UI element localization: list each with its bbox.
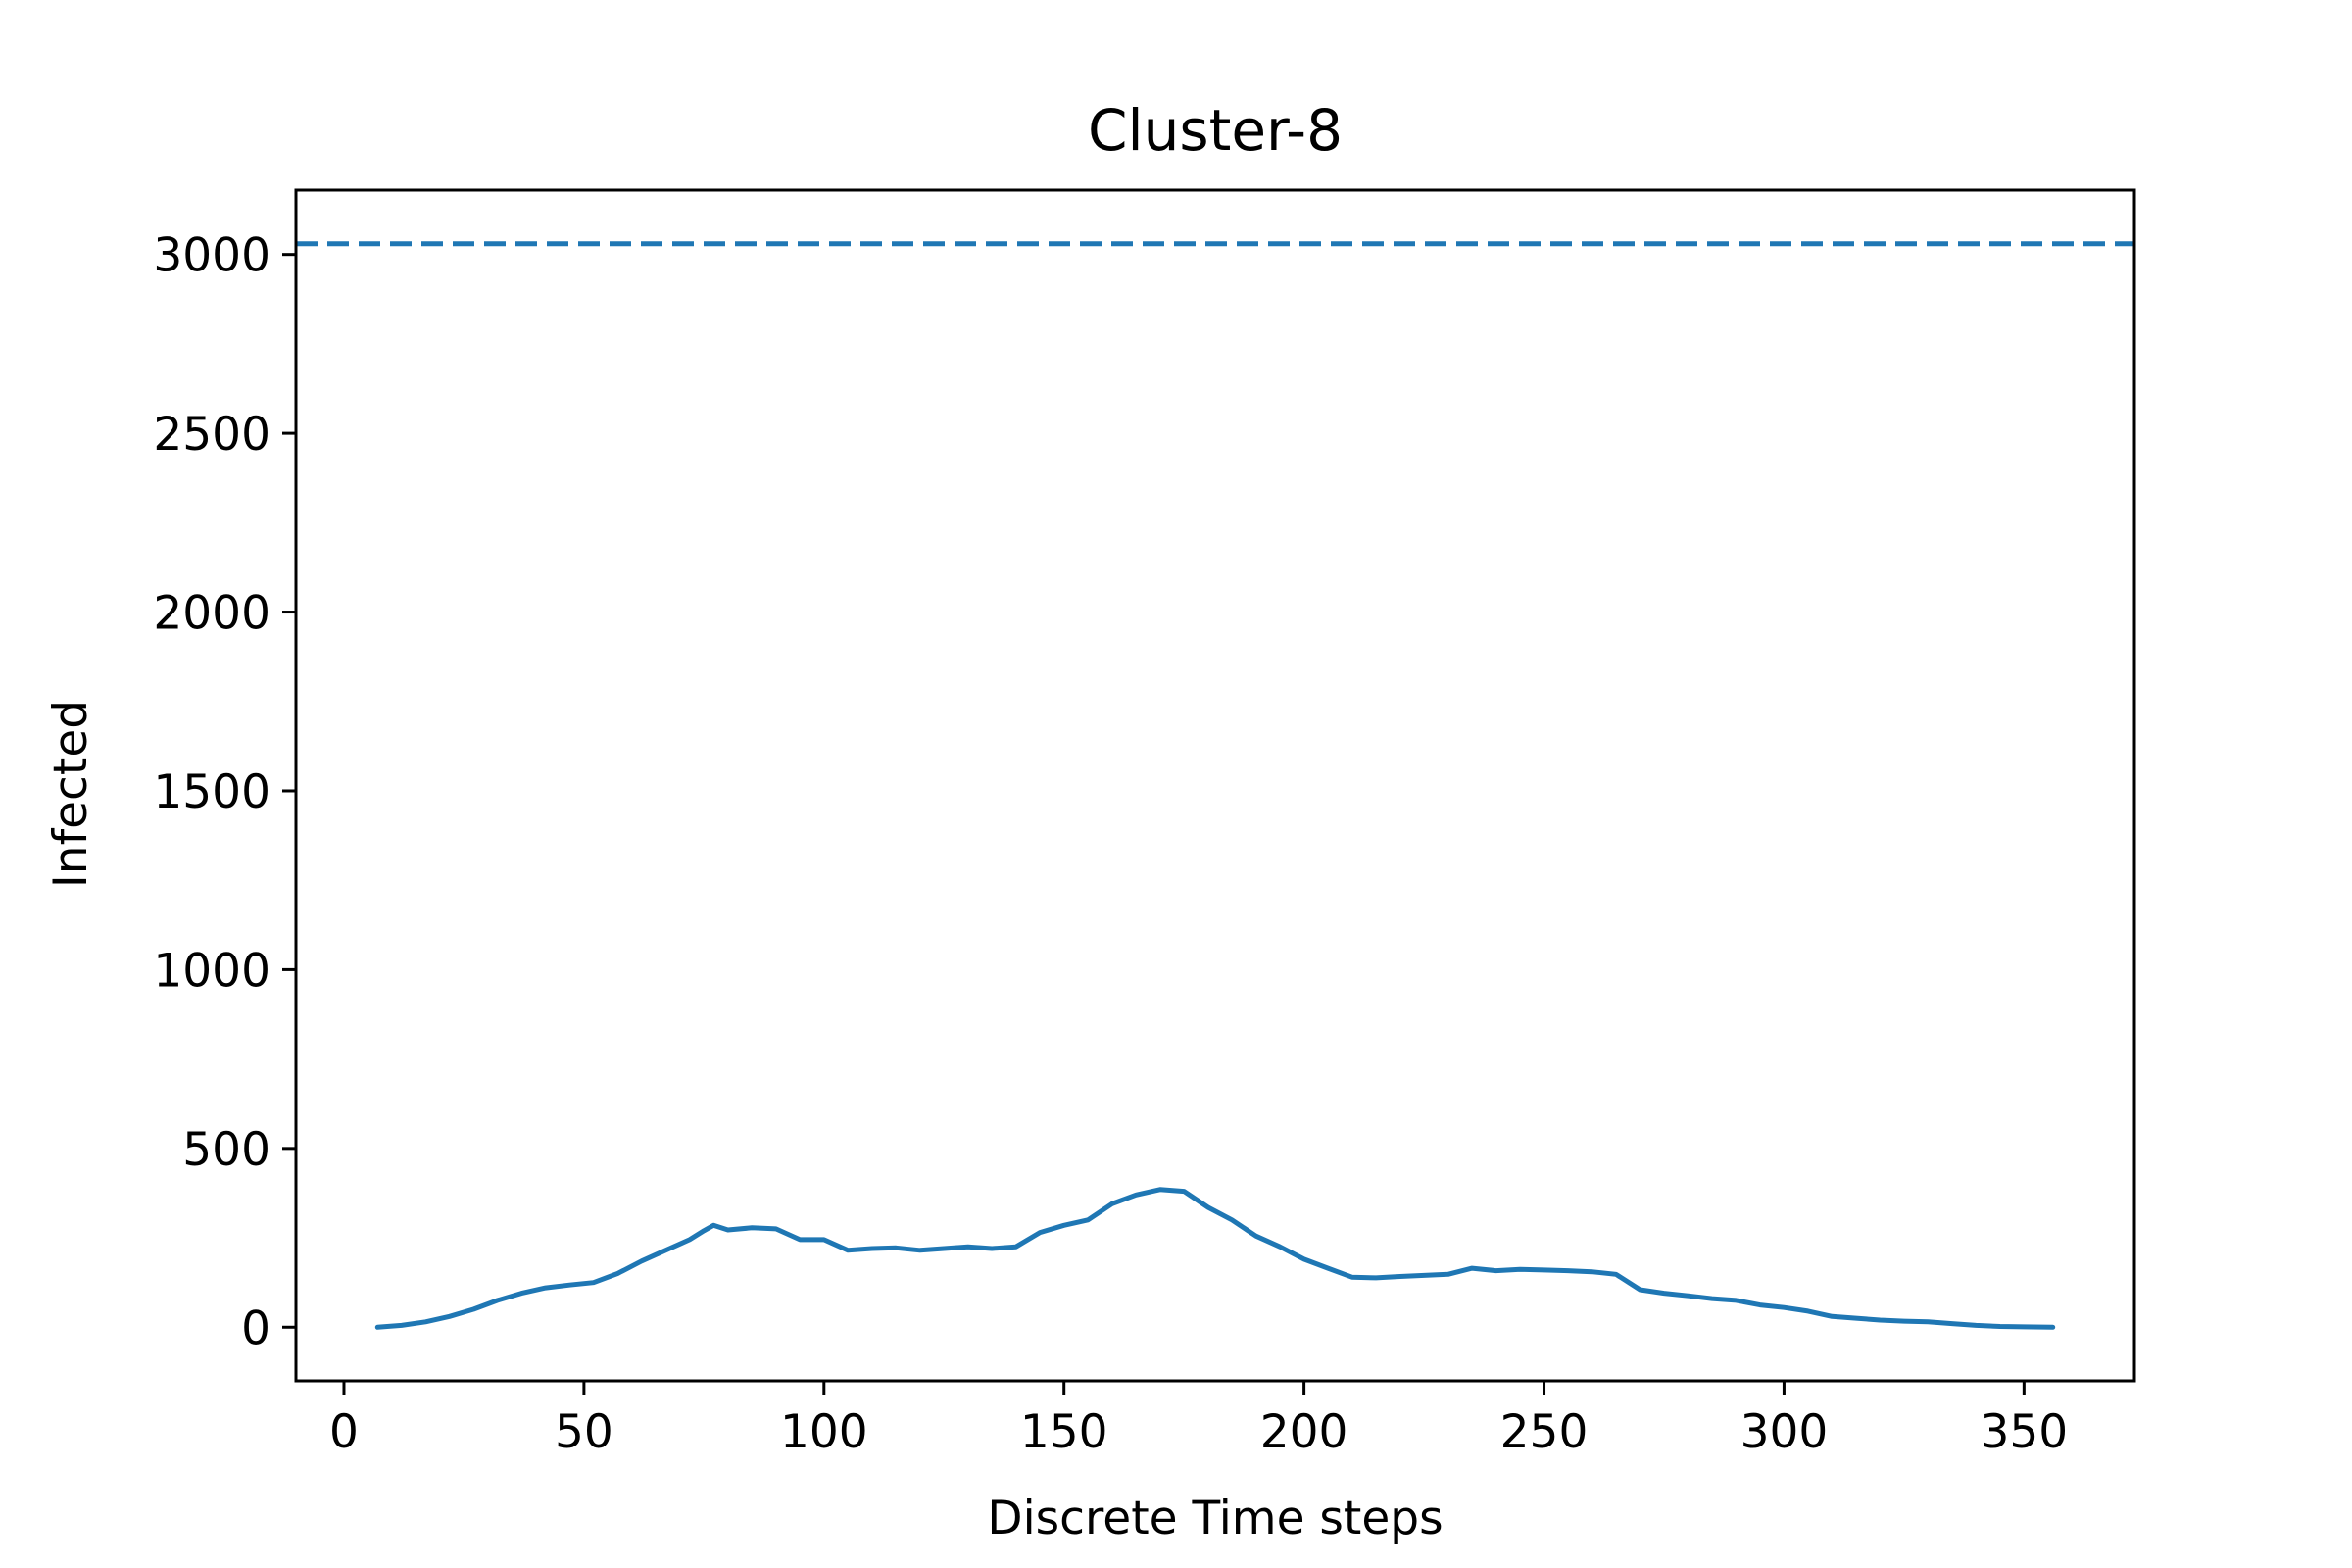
y-axis-label: Infected bbox=[44, 700, 98, 888]
x-tick-label: 300 bbox=[1740, 1405, 1829, 1459]
y-tick-label: 2000 bbox=[153, 587, 270, 641]
x-tick-label: 350 bbox=[1980, 1405, 2068, 1459]
series-layer bbox=[374, 1187, 2056, 1330]
y-tick-label: 0 bbox=[241, 1301, 270, 1355]
x-tick-label: 150 bbox=[1020, 1405, 1108, 1459]
x-tick-label: 100 bbox=[780, 1405, 868, 1459]
chart-title: Cluster-8 bbox=[1088, 97, 1343, 164]
x-axis-label: Discrete Time steps bbox=[987, 1492, 1443, 1545]
y-axis-ticks: 0 500 1000 1500 2000 2500 3000 bbox=[153, 229, 296, 1355]
x-tick-label: 250 bbox=[1500, 1405, 1589, 1459]
x-tick-label: 50 bbox=[555, 1405, 613, 1459]
y-tick-label: 1500 bbox=[153, 765, 270, 819]
x-axis-ticks: 0 50 100 150 200 250 300 350 bbox=[329, 1381, 2068, 1459]
axes-frame bbox=[294, 188, 2136, 1383]
x-tick-label: 200 bbox=[1260, 1405, 1348, 1459]
x-tick-label: 0 bbox=[329, 1405, 359, 1459]
y-tick-label: 2500 bbox=[153, 408, 270, 462]
y-tick-label: 500 bbox=[182, 1123, 270, 1177]
infected-series-line bbox=[374, 1187, 2056, 1330]
y-tick-label: 3000 bbox=[153, 229, 270, 283]
y-tick-label: 1000 bbox=[153, 944, 270, 998]
